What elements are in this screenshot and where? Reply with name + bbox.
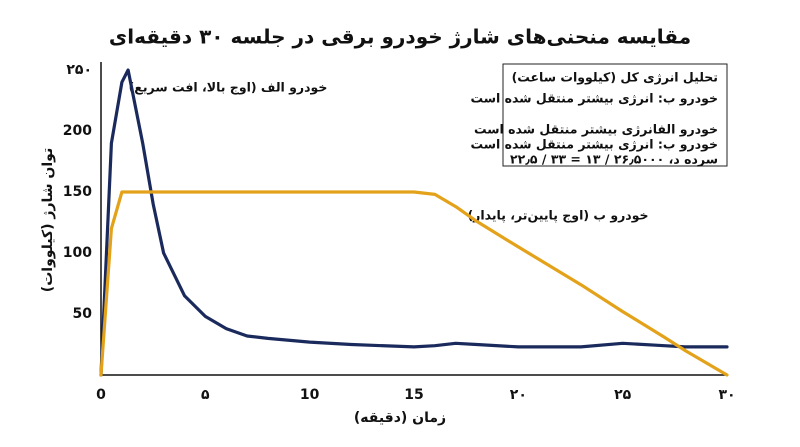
x-tick-label: ۲۰ bbox=[510, 387, 527, 403]
x-tick-label: 15 bbox=[404, 387, 423, 403]
x-tick-label: 0 bbox=[96, 387, 106, 403]
info-text: سرده د، ۲۶٫۵۰۰۰ / ۱۳ = ۳۳ / ۲۲٫۵ bbox=[510, 152, 718, 167]
y-tick-label: 50 bbox=[73, 306, 93, 322]
x-axis-label: زمان (دقیقه) bbox=[354, 410, 446, 426]
series-line bbox=[99, 68, 729, 377]
y-axis-label: توان شارژ (کیلووات) bbox=[40, 148, 56, 292]
y-tick-label: ۲۵۰ bbox=[66, 62, 92, 78]
info-text: تحلیل انرژی کل (کیلووات ساعت) bbox=[512, 70, 718, 85]
x-tick-label: ۲۵ bbox=[614, 387, 632, 403]
info-text: خودرو الفانرژی بیشتر منتقل شده است bbox=[474, 122, 718, 137]
series-line bbox=[99, 190, 729, 377]
x-tick-label: ۵ bbox=[201, 387, 210, 403]
y-tick-label: 200 bbox=[63, 123, 92, 139]
chart-title: مقایسه منحنی‌های شارژ خودرو برقی در جلسه… bbox=[109, 25, 691, 49]
x-tick-label: 10 bbox=[300, 387, 320, 403]
x-tick-label: ۳۰ bbox=[718, 387, 735, 403]
info-text: خودرو ب: انرژی بیشتر منتقل شده است bbox=[471, 91, 719, 106]
annotation: خودرو ب (اوج پایین‌تر، پایدار) bbox=[467, 208, 648, 223]
annotation: خودرو الف (اوج بالا، افت سریع) bbox=[129, 80, 328, 95]
y-tick-label: 150 bbox=[63, 184, 92, 200]
y-tick-label: 100 bbox=[63, 245, 92, 261]
info-box bbox=[502, 63, 728, 167]
info-text: خودرو ب: انرژی بیشتر منتقل شده است bbox=[471, 137, 719, 152]
